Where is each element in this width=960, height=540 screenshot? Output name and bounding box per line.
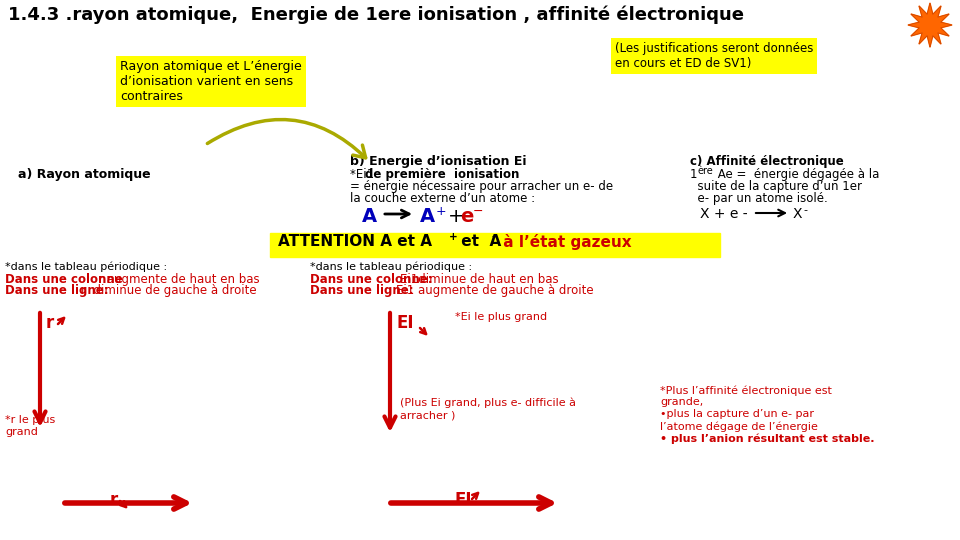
Text: l’atome dégage de l’énergie: l’atome dégage de l’énergie [660, 421, 818, 431]
Text: c) Affinité électronique: c) Affinité électronique [690, 155, 844, 168]
Text: EI: EI [396, 314, 414, 332]
Text: r augmente de haut en bas: r augmente de haut en bas [98, 273, 263, 286]
FancyArrowPatch shape [207, 119, 366, 158]
Text: ATTENTION A et A: ATTENTION A et A [278, 234, 432, 249]
Text: X + e -: X + e - [700, 207, 748, 221]
Text: r  diminue de gauche à droite: r diminue de gauche à droite [81, 284, 256, 297]
Text: +: + [449, 232, 458, 242]
Text: *Ei1: *Ei1 [350, 168, 378, 181]
Text: Ei1 augmente de gauche à droite: Ei1 augmente de gauche à droite [396, 284, 593, 297]
Text: a) Rayon atomique: a) Rayon atomique [18, 168, 151, 181]
Text: = énergie nécessaire pour arracher un e- de: = énergie nécessaire pour arracher un e-… [350, 180, 613, 193]
Text: •plus la capture d’un e- par: •plus la capture d’un e- par [660, 409, 814, 419]
Text: -: - [491, 232, 495, 242]
Text: A: A [362, 207, 377, 226]
Text: *Plus l’affinité électronique est: *Plus l’affinité électronique est [660, 385, 832, 395]
Text: Ae =  énergie dégagée à la: Ae = énergie dégagée à la [714, 168, 879, 181]
Text: (Plus Ei grand, plus e- difficile à
arracher ): (Plus Ei grand, plus e- difficile à arra… [400, 398, 576, 420]
Text: de première  ionisation: de première ionisation [365, 168, 519, 181]
Text: Rayon atomique et L’énergie
d’ionisation varient en sens
contraires: Rayon atomique et L’énergie d’ionisation… [120, 60, 301, 103]
Text: Dans une colonne:: Dans une colonne: [310, 273, 437, 286]
Text: Dans une ligne:: Dans une ligne: [310, 284, 421, 297]
Text: −: − [473, 205, 484, 218]
Text: 1: 1 [690, 168, 698, 181]
Text: • plus l’anion résultant est stable.: • plus l’anion résultant est stable. [660, 433, 875, 443]
Text: b) Energie d’ionisation Ei: b) Energie d’ionisation Ei [350, 155, 526, 168]
Text: *dans le tableau périodique :: *dans le tableau périodique : [310, 262, 472, 273]
Text: Dans une ligne:: Dans une ligne: [5, 284, 112, 297]
Text: r: r [46, 314, 55, 332]
Text: *r le plus
grand: *r le plus grand [5, 415, 56, 437]
Text: et  A: et A [456, 234, 501, 249]
Text: +: + [436, 205, 446, 218]
Text: r: r [110, 491, 118, 509]
Text: EI: EI [455, 491, 472, 509]
Text: -: - [803, 205, 807, 215]
Text: la couche externe d’un atome :: la couche externe d’un atome : [350, 192, 535, 205]
Text: X: X [793, 207, 803, 221]
Text: grande,: grande, [660, 397, 704, 407]
Text: *Ei le plus grand: *Ei le plus grand [455, 312, 547, 322]
Text: e: e [460, 207, 473, 226]
Text: ère: ère [697, 166, 712, 176]
FancyBboxPatch shape [270, 233, 720, 257]
Polygon shape [908, 3, 952, 47]
Text: suite de la capture d’un 1er: suite de la capture d’un 1er [690, 180, 862, 193]
Text: *dans le tableau périodique :: *dans le tableau périodique : [5, 262, 167, 273]
Text: +: + [448, 207, 465, 226]
Text: 1.4.3 .rayon atomique,  Energie de 1ere ionisation , affinité électronique: 1.4.3 .rayon atomique, Energie de 1ere i… [8, 6, 744, 24]
Text: (Les justifications seront données
en cours et ED de SV1): (Les justifications seront données en co… [615, 42, 813, 70]
Text: à l’état gazeux: à l’état gazeux [498, 234, 632, 250]
Text: Dans une colonne: Dans une colonne [5, 273, 127, 286]
Text: e- par un atome isolé.: e- par un atome isolé. [690, 192, 828, 205]
Text: A: A [420, 207, 435, 226]
Text: Ei1diminue de haut en bas: Ei1diminue de haut en bas [400, 273, 559, 286]
